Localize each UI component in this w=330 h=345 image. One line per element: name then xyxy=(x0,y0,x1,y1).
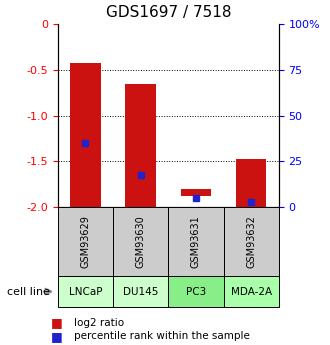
Bar xyxy=(125,83,156,207)
Text: log2 ratio: log2 ratio xyxy=(74,318,124,327)
Text: GSM93632: GSM93632 xyxy=(246,215,256,268)
Text: PC3: PC3 xyxy=(186,287,206,296)
Text: GSM93631: GSM93631 xyxy=(191,215,201,268)
Bar xyxy=(181,189,211,196)
Text: ■: ■ xyxy=(51,330,63,343)
Bar xyxy=(236,159,266,207)
Text: percentile rank within the sample: percentile rank within the sample xyxy=(74,332,250,341)
Text: GSM93630: GSM93630 xyxy=(136,215,146,268)
Text: ■: ■ xyxy=(51,316,63,329)
Bar xyxy=(70,62,101,207)
Text: DU145: DU145 xyxy=(123,287,158,296)
Text: MDA-2A: MDA-2A xyxy=(231,287,272,296)
Text: LNCaP: LNCaP xyxy=(69,287,102,296)
Text: cell line: cell line xyxy=(7,287,50,296)
Title: GDS1697 / 7518: GDS1697 / 7518 xyxy=(106,5,231,20)
Text: GSM93629: GSM93629 xyxy=(81,215,90,268)
